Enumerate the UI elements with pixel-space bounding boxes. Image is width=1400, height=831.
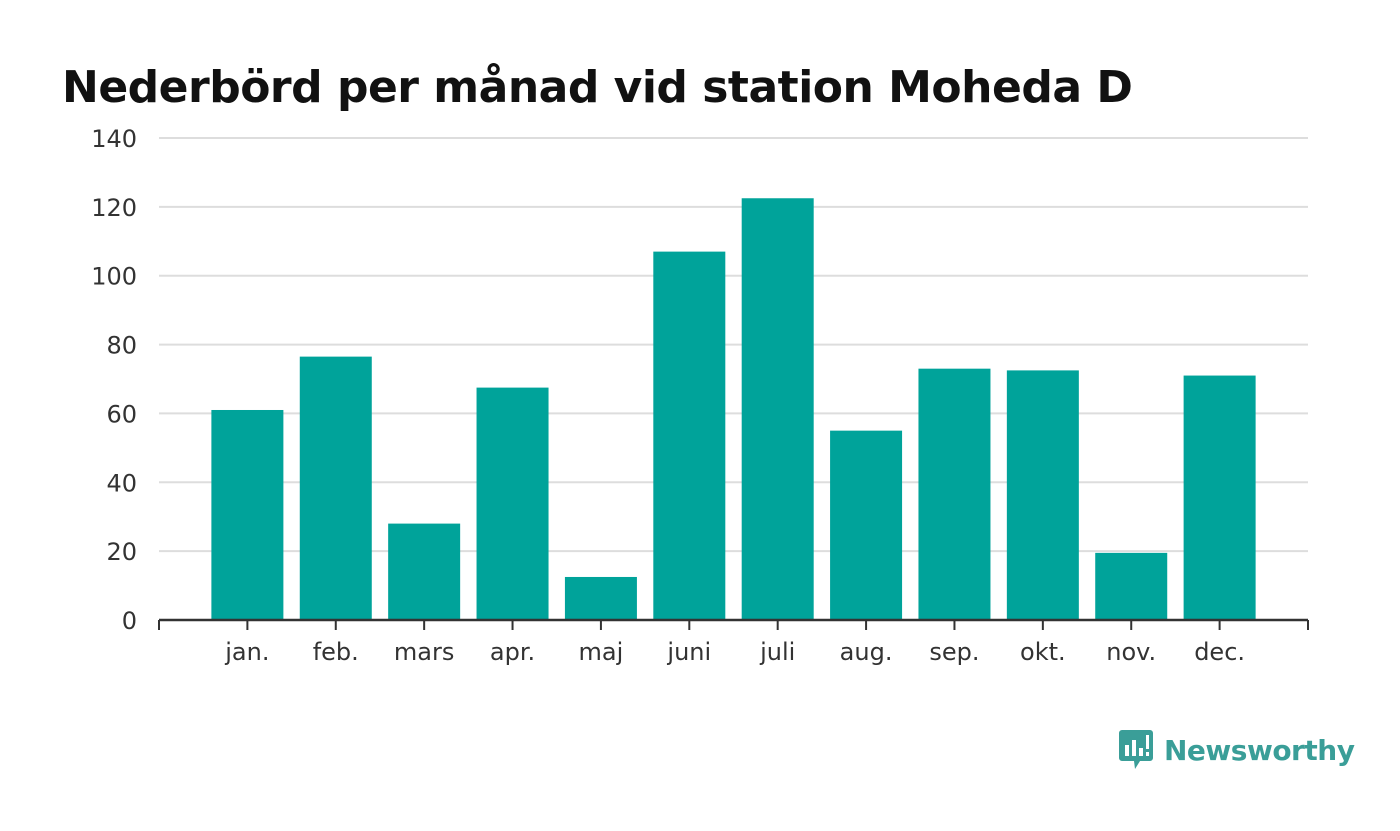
x-tick-label: apr. (490, 638, 535, 666)
newsworthy-brand: Newsworthy (1118, 728, 1355, 772)
x-tick-label: maj (579, 638, 624, 666)
x-tick-label: feb. (313, 638, 359, 666)
bar-jan (211, 409, 284, 620)
bar-aug (830, 430, 903, 620)
brand-name: Newsworthy (1164, 733, 1355, 767)
y-tick-label: 100 (91, 263, 137, 291)
bar-okt (1006, 370, 1079, 620)
bar-juni (653, 251, 726, 620)
bar-dec (1183, 375, 1256, 620)
y-tick-label: 80 (106, 332, 137, 360)
bar-nov (1095, 552, 1168, 620)
bars (211, 198, 1256, 620)
x-axis (158, 618, 1309, 630)
y-tick-label: 20 (106, 538, 137, 566)
x-tick-label: juli (759, 638, 795, 666)
bar-apr (476, 387, 549, 620)
y-tick-label: 140 (91, 125, 137, 153)
newsworthy-logo-icon (1119, 730, 1153, 769)
bar-juli (741, 198, 814, 620)
chart-title: Nederbörd per månad vid station Moheda D (62, 62, 1133, 113)
x-tick-label: mars (394, 638, 454, 666)
x-tick-label: juni (666, 638, 711, 666)
x-axis-tick-labels: jan. feb. mars apr. maj juni juli aug. sep. okt. n… (224, 638, 1245, 666)
bar-feb (299, 356, 372, 620)
bar-mars (388, 523, 461, 620)
y-tick-label: 60 (106, 400, 137, 428)
x-tick-label: aug. (840, 638, 893, 666)
x-tick-label: dec. (1194, 638, 1245, 666)
y-axis-tick-labels: 0 20 40 60 80 100 120 140 (91, 125, 137, 635)
x-tick-label: nov. (1106, 638, 1156, 666)
x-tick-label: jan. (224, 638, 269, 666)
x-tick-label: sep. (929, 638, 979, 666)
y-tick-label: 0 (122, 607, 137, 635)
y-tick-label: 120 (91, 194, 137, 222)
bar-sep (918, 368, 991, 620)
bar-maj (564, 576, 637, 620)
x-tick-label: okt. (1020, 638, 1066, 666)
y-tick-label: 40 (106, 469, 137, 497)
